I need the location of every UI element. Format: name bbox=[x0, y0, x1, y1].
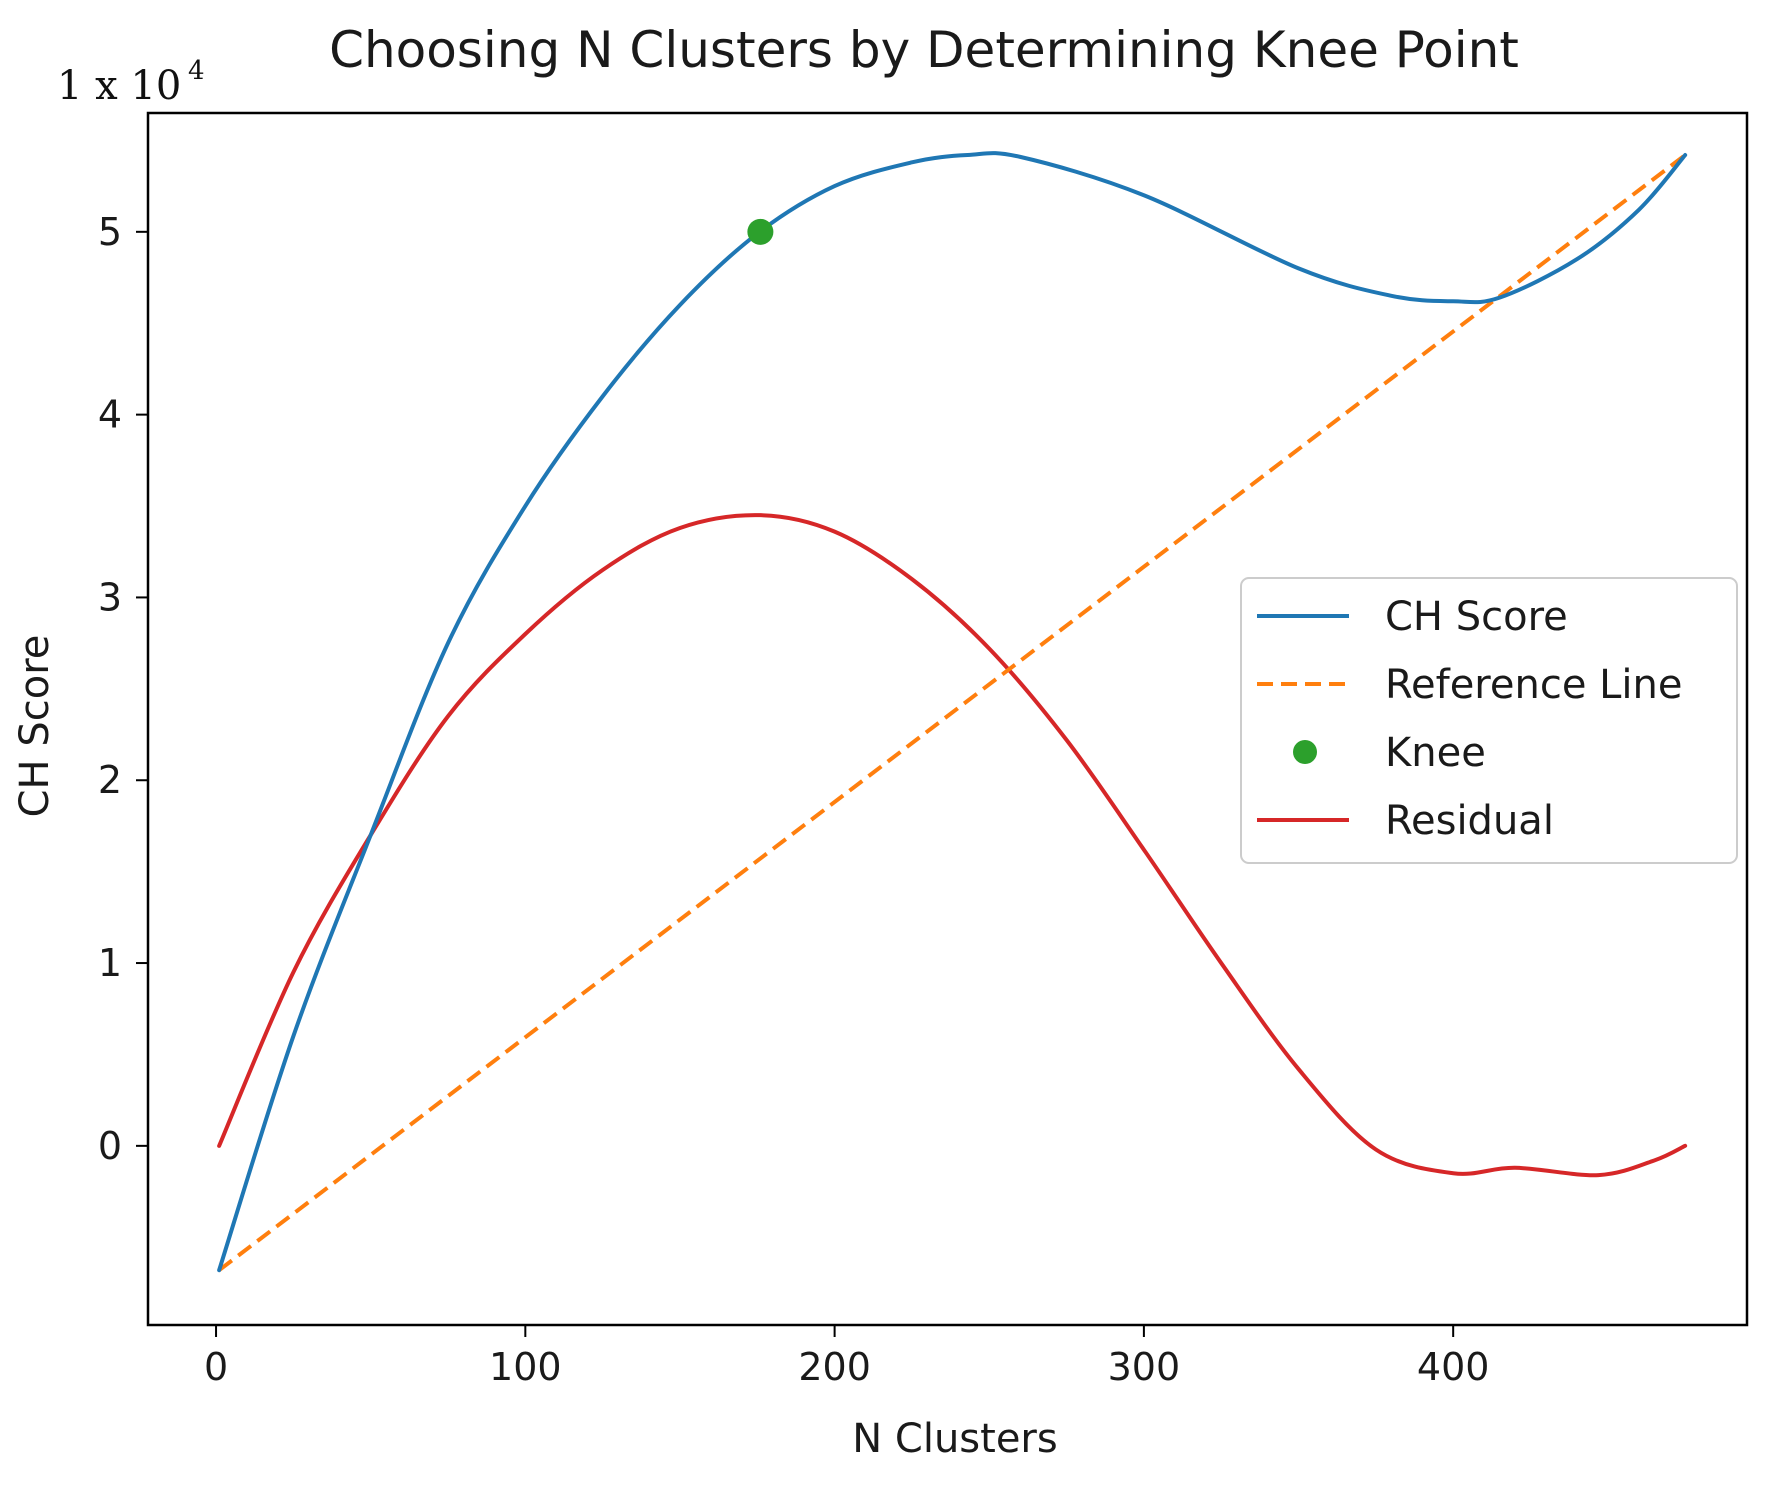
x-tick-label-300: 300 bbox=[1108, 1345, 1181, 1389]
reference-line bbox=[217, 153, 1687, 1272]
y-multiplier-exponent: 4 bbox=[188, 56, 205, 86]
x-tick-label-200: 200 bbox=[798, 1345, 871, 1389]
y-multiplier-base: 1 x 10 bbox=[57, 63, 181, 109]
legend-knee-label: Knee bbox=[1385, 730, 1486, 776]
x-axis-label: N Clusters bbox=[852, 1416, 1057, 1462]
knee-point bbox=[747, 218, 774, 245]
legend-reference-line-label: Reference Line bbox=[1385, 662, 1683, 708]
chart-title: Choosing N Clusters by Determining Knee … bbox=[329, 21, 1519, 79]
y-multiplier: 1 x 10 4 bbox=[57, 56, 205, 109]
residual-line bbox=[217, 513, 1688, 1178]
y-tick-label-1: 1 bbox=[98, 941, 122, 985]
x-tick-label-400: 400 bbox=[1417, 1345, 1490, 1389]
x-tick-label-0: 0 bbox=[204, 1345, 228, 1389]
x-tick-label-100: 100 bbox=[489, 1345, 562, 1389]
y-tick-label-5: 5 bbox=[98, 210, 122, 254]
y-tick-label-0: 0 bbox=[98, 1124, 122, 1168]
ch-score-line bbox=[217, 151, 1688, 1273]
y-tick-label-2: 2 bbox=[98, 758, 122, 802]
legend-box bbox=[1240, 577, 1738, 864]
legend-residual-label: Residual bbox=[1385, 798, 1554, 844]
legend: CH Score Reference Line Knee Residual bbox=[1240, 577, 1738, 864]
legend-ch-score-label: CH Score bbox=[1385, 594, 1568, 640]
y-tick-label-4: 4 bbox=[98, 393, 122, 437]
y-axis-label: CH Score bbox=[12, 635, 58, 818]
legend-knee-swatch bbox=[1293, 740, 1317, 764]
y-tick-label-3: 3 bbox=[98, 575, 122, 619]
